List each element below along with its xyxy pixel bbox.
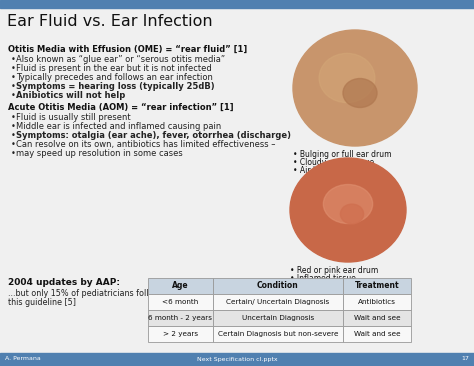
Text: Typically precedes and follows an ear infection: Typically precedes and follows an ear in… (16, 73, 213, 82)
Bar (343, 310, 411, 326)
Text: Treatment: Treatment (355, 281, 399, 291)
Bar (0, 0, 474, 8)
Text: Symptoms: otalgia (ear ache), fever, otorrhea (discharge): Symptoms: otalgia (ear ache), fever, oto… (16, 131, 291, 140)
Text: Next Specification cl.pptx: Next Specification cl.pptx (197, 356, 277, 362)
Text: Wait and see: Wait and see (354, 331, 401, 337)
Bar (343, 326, 411, 342)
Bar (213, 326, 343, 342)
Text: •: • (11, 131, 16, 140)
Text: <6 month: <6 month (163, 299, 199, 305)
Text: •: • (11, 122, 16, 131)
Ellipse shape (340, 204, 364, 224)
Text: Antibiotics: Antibiotics (358, 299, 396, 305)
Bar (343, 278, 411, 294)
Bar (148, 294, 213, 310)
Text: •: • (11, 55, 16, 64)
Text: • Cloudy and opaque: • Cloudy and opaque (293, 158, 374, 167)
Text: A. Permana: A. Permana (5, 356, 41, 362)
Text: > 2 years: > 2 years (163, 331, 198, 337)
Ellipse shape (323, 184, 373, 224)
Text: Acute Otitis Media (AOM) = “rear infection” [1]: Acute Otitis Media (AOM) = “rear infecti… (8, 103, 234, 112)
Text: •: • (11, 113, 16, 122)
Text: Wait and see: Wait and see (354, 315, 401, 321)
Ellipse shape (343, 78, 377, 108)
Bar (343, 294, 411, 310)
Ellipse shape (319, 53, 375, 102)
Text: Can resolve on its own, antibiotics has limited effectiveness –: Can resolve on its own, antibiotics has … (16, 140, 275, 149)
Text: 6 month - 2 years: 6 month - 2 years (148, 315, 212, 321)
Text: •: • (11, 91, 16, 100)
Text: •: • (11, 73, 16, 82)
Bar (0, 353, 474, 366)
Text: •: • (11, 64, 16, 73)
Text: • Inflamed tissue: • Inflamed tissue (290, 274, 356, 283)
Text: Condition: Condition (257, 281, 299, 291)
Text: Uncertain Diagnosis: Uncertain Diagnosis (242, 315, 314, 321)
Text: • Red or pink ear drum: • Red or pink ear drum (290, 266, 378, 275)
Text: ...but only 15% of pediatricians follow: ...but only 15% of pediatricians follow (8, 289, 160, 298)
Bar (148, 278, 213, 294)
Text: • Bulging or full ear drum: • Bulging or full ear drum (293, 150, 392, 159)
Bar (213, 278, 343, 294)
Ellipse shape (290, 158, 406, 262)
Text: Otitis Media with Effusion (OME) = “rear fluid” [1]: Otitis Media with Effusion (OME) = “rear… (8, 45, 247, 54)
Text: Certain Diagnosis but non-severe: Certain Diagnosis but non-severe (218, 331, 338, 337)
Text: Fluid is usually still present: Fluid is usually still present (16, 113, 131, 122)
Text: Certain/ Uncertain Diagnosis: Certain/ Uncertain Diagnosis (227, 299, 329, 305)
Text: Ear Fluid vs. Ear Infection: Ear Fluid vs. Ear Infection (7, 14, 213, 29)
Text: this guideline [5]: this guideline [5] (8, 298, 76, 307)
Text: Symptoms = hearing loss (typically 25dB): Symptoms = hearing loss (typically 25dB) (16, 82, 215, 91)
Text: •: • (11, 149, 16, 158)
Text: Age: Age (172, 281, 189, 291)
Text: •: • (11, 140, 16, 149)
Bar (148, 310, 213, 326)
Text: • Air-level or bubbles: • Air-level or bubbles (293, 166, 374, 175)
Ellipse shape (293, 30, 417, 146)
Text: 17: 17 (461, 356, 469, 362)
Text: Middle ear is infected and inflamed causing pain: Middle ear is infected and inflamed caus… (16, 122, 221, 131)
Text: •: • (11, 82, 16, 91)
Text: 2004 updates by AAP:: 2004 updates by AAP: (8, 278, 120, 287)
Bar (148, 326, 213, 342)
Text: Anibiotics will not help: Anibiotics will not help (16, 91, 125, 100)
Text: Fluid is present in the ear but it is not infected: Fluid is present in the ear but it is no… (16, 64, 212, 73)
Text: Also known as “glue ear” or “serous otitis media”: Also known as “glue ear” or “serous otit… (16, 55, 225, 64)
Bar (213, 310, 343, 326)
Bar (213, 294, 343, 310)
Text: may speed up resolution in some cases: may speed up resolution in some cases (16, 149, 183, 158)
